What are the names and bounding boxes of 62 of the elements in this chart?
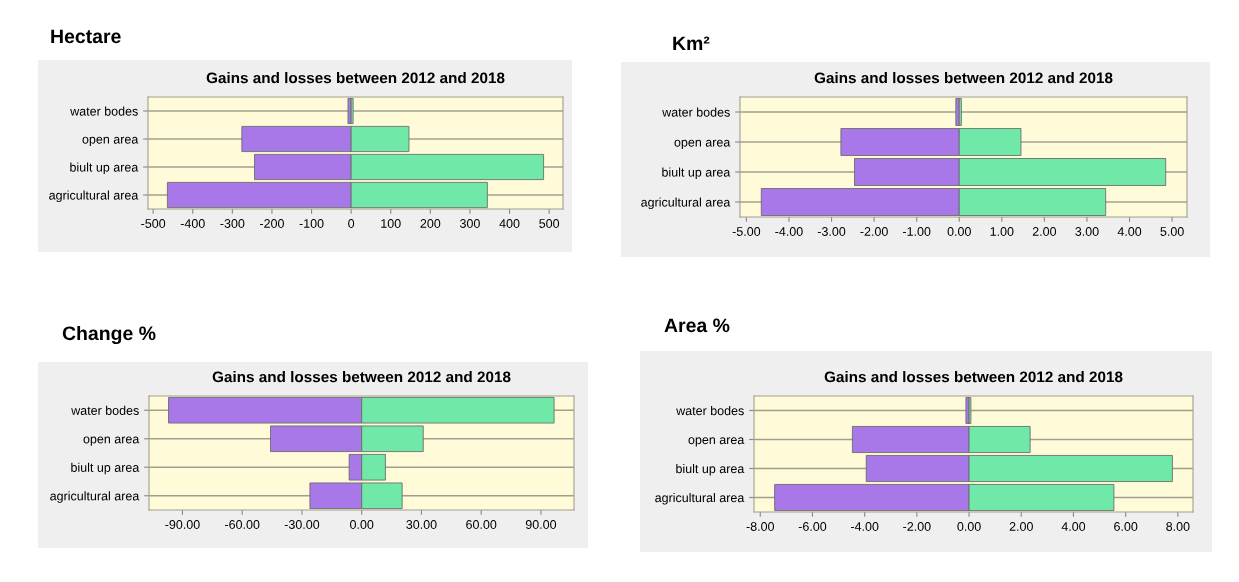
- x-tick-label: -60.00: [225, 520, 260, 529]
- chart-title: Km²: [673, 36, 710, 51]
- chart-subtitle: Gains and losses between 2012 and 2018: [824, 371, 1123, 383]
- y-tick-label: biult up area: [676, 463, 745, 476]
- x-tick-label: 3.00: [1075, 227, 1099, 236]
- y-tick-label: biult up area: [71, 462, 140, 475]
- y-tick-label: agricultural area: [641, 197, 731, 210]
- y-tick-label: agricultural area: [49, 190, 139, 203]
- y-tick-label: biult up area: [70, 162, 139, 175]
- chart-title: Area %: [664, 318, 730, 333]
- y-tick-label: water bodes: [676, 405, 744, 416]
- y-tick-label: water bodes: [71, 405, 139, 415]
- x-tick-label: 300: [459, 219, 480, 228]
- x-tick-label: -200: [259, 219, 284, 228]
- x-tick-label: -8.00: [746, 522, 775, 531]
- chart-title: Hectare: [51, 29, 121, 44]
- x-tick-label: -1.00: [902, 227, 931, 236]
- x-tick-label: -3.00: [817, 227, 846, 236]
- x-tick-label: 8.00: [1166, 522, 1190, 531]
- x-tick-label: -30.00: [284, 520, 320, 529]
- x-tick-label: 1.00: [990, 227, 1014, 236]
- x-tick-label: 100: [381, 219, 401, 228]
- x-tick-label: -100: [299, 219, 324, 228]
- y-tick-label: open area: [674, 139, 731, 150]
- chart-subtitle: Gains and losses between 2012 and 2018: [814, 72, 1113, 84]
- chart-title: Change %: [62, 325, 156, 345]
- chart-subtitle: Gains and losses between 2012 and 2018: [212, 371, 511, 383]
- x-tick-label: 2.00: [1009, 522, 1033, 531]
- x-tick-label: 0.00: [947, 227, 971, 236]
- x-tick-label: 30.00: [406, 520, 437, 529]
- x-tick-label: -300: [220, 219, 245, 228]
- y-tick-label: water bodes: [70, 106, 138, 116]
- x-tick-label: 200: [420, 219, 441, 228]
- chart-subtitle: Gains and losses between 2012 and 2018: [206, 72, 505, 84]
- x-tick-label: 90.00: [525, 520, 557, 529]
- x-tick-label: 0.00: [350, 520, 374, 529]
- x-tick-label: 5.00: [1160, 227, 1184, 236]
- x-tick-label: 6.00: [1114, 522, 1138, 531]
- x-tick-label: -6.00: [798, 522, 827, 531]
- x-tick-label: -500: [141, 219, 166, 228]
- x-tick-label: 500: [539, 219, 560, 228]
- x-tick-label: -2.00: [903, 522, 931, 531]
- y-tick-label: open area: [82, 136, 139, 147]
- y-tick-label: agricultural area: [50, 491, 140, 503]
- x-tick-label: 2.00: [1032, 227, 1057, 236]
- x-tick-label: 0.00: [957, 522, 981, 531]
- y-tick-label: open area: [688, 437, 745, 447]
- x-tick-label: 4.00: [1061, 522, 1086, 531]
- y-tick-label: water bodes: [662, 107, 730, 117]
- x-tick-label: -90.00: [165, 520, 200, 529]
- y-tick-label: open area: [83, 436, 140, 446]
- y-tick-label: agricultural area: [655, 492, 745, 505]
- x-tick-label: 400: [499, 219, 520, 228]
- x-tick-label: -4.00: [850, 522, 879, 531]
- x-tick-label: 60.00: [466, 520, 497, 529]
- x-tick-label: -400: [180, 219, 205, 228]
- x-tick-label: 0: [348, 219, 355, 228]
- y-tick-label: biult up area: [662, 167, 731, 180]
- x-tick-label: -4.00: [775, 227, 803, 236]
- x-tick-label: 4.00: [1117, 227, 1142, 236]
- x-tick-label: -2.00: [860, 227, 888, 236]
- x-tick-label: -5.00: [732, 227, 761, 236]
